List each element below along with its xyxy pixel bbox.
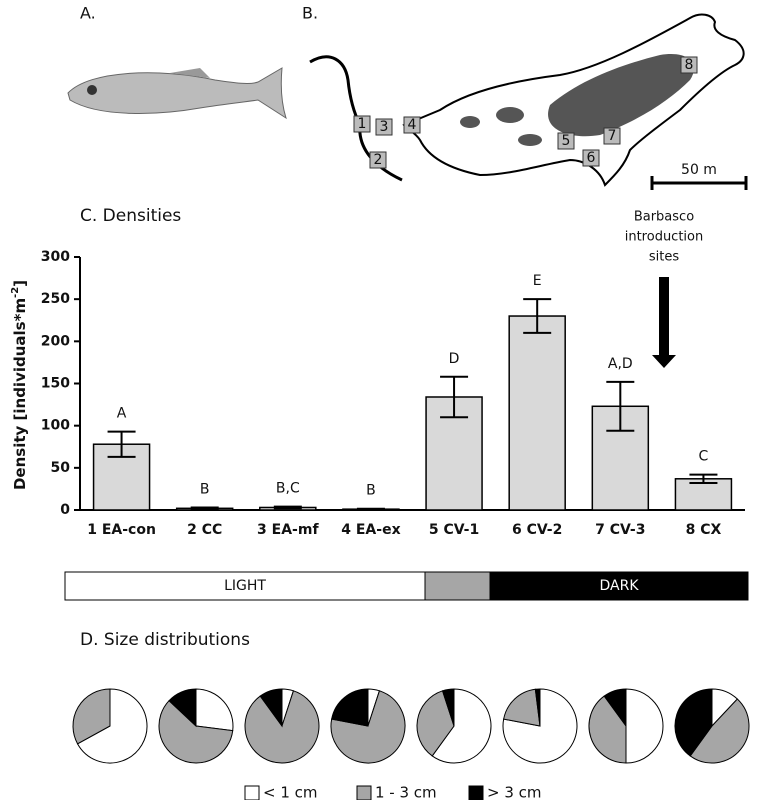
significance-letter: C bbox=[699, 449, 709, 465]
y-tick-label: 50 bbox=[51, 460, 71, 476]
x-tick-label: 7 CV-3 bbox=[595, 522, 645, 538]
fish-illustration bbox=[67, 67, 287, 120]
map bbox=[309, 13, 748, 190]
site-label: 5 bbox=[562, 133, 571, 149]
scale-label: 50 m bbox=[681, 162, 717, 178]
y-tick-label: 200 bbox=[41, 333, 70, 349]
pie-slice bbox=[72, 688, 111, 745]
pie-slice bbox=[158, 699, 234, 764]
pie-slice bbox=[674, 688, 713, 757]
pie-slice bbox=[244, 690, 320, 764]
pie-slice bbox=[259, 688, 283, 728]
y-tick-label: 250 bbox=[41, 291, 70, 307]
legend-swatch bbox=[356, 785, 372, 801]
site-label: 3 bbox=[380, 119, 389, 135]
x-tick-label: 3 EA-mf bbox=[257, 522, 319, 538]
legend-swatch bbox=[244, 785, 260, 801]
light-segment bbox=[64, 571, 426, 601]
error-bar bbox=[689, 473, 718, 485]
x-tick-label: 4 EA-ex bbox=[341, 522, 400, 538]
pie-slice bbox=[416, 690, 455, 757]
significance-letter: B,C bbox=[276, 481, 300, 497]
pie-slice bbox=[441, 688, 455, 727]
pie-slice bbox=[588, 695, 627, 764]
pie-slice bbox=[534, 688, 541, 727]
x-tick-label: 8 CX bbox=[686, 522, 722, 538]
pie-slice bbox=[330, 690, 406, 764]
x-tick-label: 1 EA-con bbox=[87, 522, 156, 538]
pie-slice bbox=[168, 688, 197, 728]
error-bar bbox=[523, 298, 552, 334]
y-tick-label: 100 bbox=[41, 418, 70, 434]
x-tick-label: 6 CV-2 bbox=[512, 522, 562, 538]
panel-label: A. bbox=[80, 4, 96, 23]
significance-letter: D bbox=[449, 351, 460, 367]
y-axis-label-sup: -2 bbox=[10, 287, 21, 298]
annotation-arrow bbox=[652, 277, 676, 368]
pie-slice bbox=[503, 688, 541, 727]
error-bar bbox=[190, 506, 219, 511]
significance-letter: E bbox=[533, 273, 542, 289]
y-axis-label: Density [individuals*m-2] bbox=[10, 280, 29, 490]
y-tick-label: 0 bbox=[60, 502, 70, 518]
annotation: sites bbox=[649, 250, 679, 265]
significance-letter: B bbox=[366, 483, 376, 499]
significance-letter: B bbox=[200, 481, 210, 497]
y-axis-label-end: ] bbox=[11, 280, 29, 287]
site-label: 2 bbox=[374, 152, 383, 168]
pie-slice bbox=[331, 688, 369, 727]
error-bar bbox=[356, 507, 385, 511]
site-label: 1 bbox=[358, 116, 367, 132]
error-bar bbox=[440, 375, 469, 419]
error-bar bbox=[273, 505, 302, 510]
legend-swatch bbox=[468, 785, 484, 801]
site-label: 4 bbox=[408, 117, 417, 133]
x-tick-label: 5 CV-1 bbox=[429, 522, 479, 538]
legend-label: < 1 cm bbox=[263, 784, 318, 801]
y-axis-label-text: Density [individuals*m bbox=[11, 298, 29, 490]
error-bar bbox=[606, 380, 635, 432]
site-label: 8 bbox=[685, 57, 694, 73]
dark-segment bbox=[489, 571, 749, 601]
legend-label: 1 - 3 cm bbox=[375, 784, 437, 801]
pie-slice bbox=[431, 688, 492, 764]
annotation: Barbasco bbox=[634, 210, 694, 225]
pie-slice bbox=[689, 698, 750, 764]
pie-slice bbox=[625, 688, 664, 764]
transition-segment bbox=[424, 571, 491, 601]
bar bbox=[508, 315, 566, 511]
y-tick-label: 300 bbox=[41, 249, 70, 265]
legend-label: > 3 cm bbox=[487, 784, 542, 801]
significance-letter: A bbox=[117, 406, 127, 422]
pie-slice bbox=[76, 688, 148, 764]
y-tick-label: 150 bbox=[41, 376, 70, 392]
error-bar bbox=[107, 430, 136, 458]
x-tick-label: 2 CC bbox=[187, 522, 222, 538]
pie-slice bbox=[603, 688, 627, 728]
panel-label: C. Densities bbox=[80, 206, 181, 226]
significance-letter: A,D bbox=[608, 356, 633, 372]
annotation: introduction bbox=[625, 230, 704, 245]
panel-label: B. bbox=[302, 4, 318, 23]
site-label: 6 bbox=[587, 150, 596, 166]
light-label: LIGHT bbox=[224, 578, 266, 594]
pie-slice bbox=[195, 688, 234, 732]
dark-label: DARK bbox=[599, 578, 639, 594]
site-label: 7 bbox=[608, 128, 617, 144]
panel-label: D. Size distributions bbox=[80, 630, 250, 650]
